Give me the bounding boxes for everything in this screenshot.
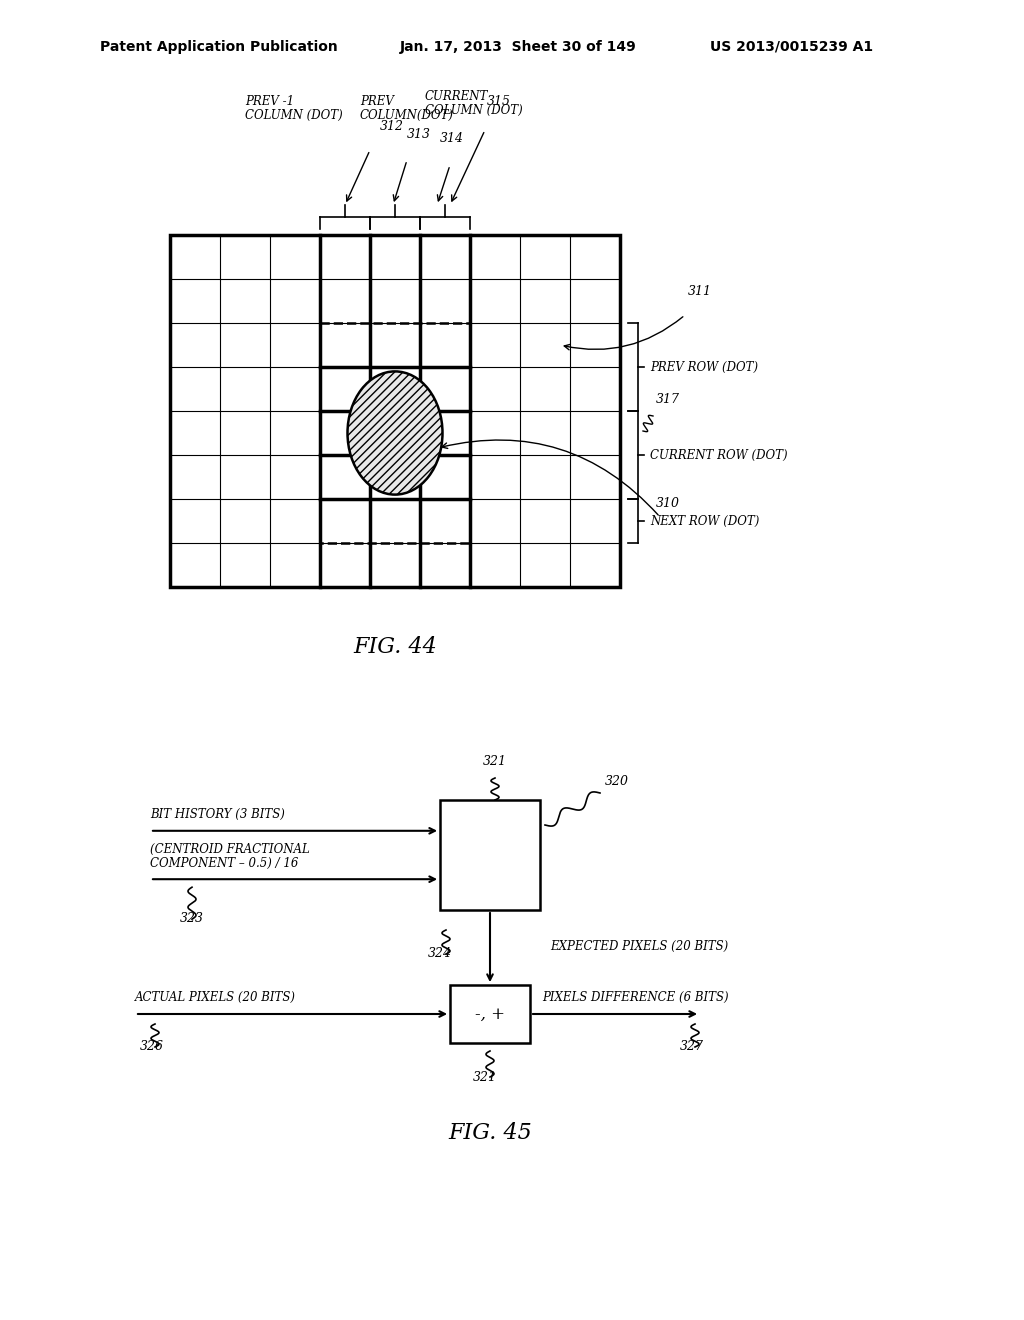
Text: ACTUAL PIXELS (20 BITS): ACTUAL PIXELS (20 BITS): [135, 991, 296, 1005]
Text: 324: 324: [428, 946, 452, 960]
Text: Patent Application Publication: Patent Application Publication: [100, 40, 338, 54]
Text: COLUMN (DOT): COLUMN (DOT): [245, 110, 343, 121]
Text: 312: 312: [380, 120, 404, 133]
Text: 321: 321: [483, 755, 507, 768]
Text: COLUMN(DOT): COLUMN(DOT): [360, 110, 454, 121]
Text: 313: 313: [407, 128, 431, 141]
Text: COMPONENT – 0.5) / 16: COMPONENT – 0.5) / 16: [150, 857, 298, 870]
Text: 317: 317: [656, 393, 680, 407]
Text: COLUMN (DOT): COLUMN (DOT): [425, 104, 522, 117]
Text: PREV ROW (DOT): PREV ROW (DOT): [650, 360, 758, 374]
Text: (CENTROID FRACTIONAL: (CENTROID FRACTIONAL: [150, 843, 309, 857]
Text: US 2013/0015239 A1: US 2013/0015239 A1: [710, 40, 873, 54]
Text: 310: 310: [656, 498, 680, 510]
Text: 326: 326: [140, 1040, 164, 1053]
Text: 327: 327: [680, 1040, 705, 1053]
Text: NEXT ROW (DOT): NEXT ROW (DOT): [650, 515, 760, 528]
Text: PREV: PREV: [360, 95, 394, 108]
Text: 323: 323: [180, 912, 204, 925]
Text: FIG. 45: FIG. 45: [449, 1122, 531, 1144]
Text: 321: 321: [473, 1071, 497, 1084]
Text: PIXELS DIFFERENCE (6 BITS): PIXELS DIFFERENCE (6 BITS): [542, 991, 729, 1005]
Text: CURRENT: CURRENT: [425, 90, 488, 103]
Text: FIG. 44: FIG. 44: [353, 636, 437, 657]
Text: 311: 311: [688, 285, 712, 298]
Bar: [319, 323, 470, 543]
Text: Jan. 17, 2013  Sheet 30 of 149: Jan. 17, 2013 Sheet 30 of 149: [400, 40, 637, 54]
Text: BIT HISTORY (3 BITS): BIT HISTORY (3 BITS): [150, 808, 285, 821]
Bar: [170, 235, 620, 587]
Ellipse shape: [347, 371, 442, 495]
Text: 320: 320: [605, 775, 629, 788]
Bar: [440, 800, 540, 909]
Text: -, +: -, +: [475, 1006, 505, 1023]
Text: 315: 315: [487, 95, 511, 108]
Text: 314: 314: [440, 132, 464, 145]
Text: PREV -1: PREV -1: [245, 95, 294, 108]
Text: CURRENT ROW (DOT): CURRENT ROW (DOT): [650, 449, 787, 462]
Bar: [450, 985, 530, 1043]
Text: EXPECTED PIXELS (20 BITS): EXPECTED PIXELS (20 BITS): [550, 940, 728, 953]
